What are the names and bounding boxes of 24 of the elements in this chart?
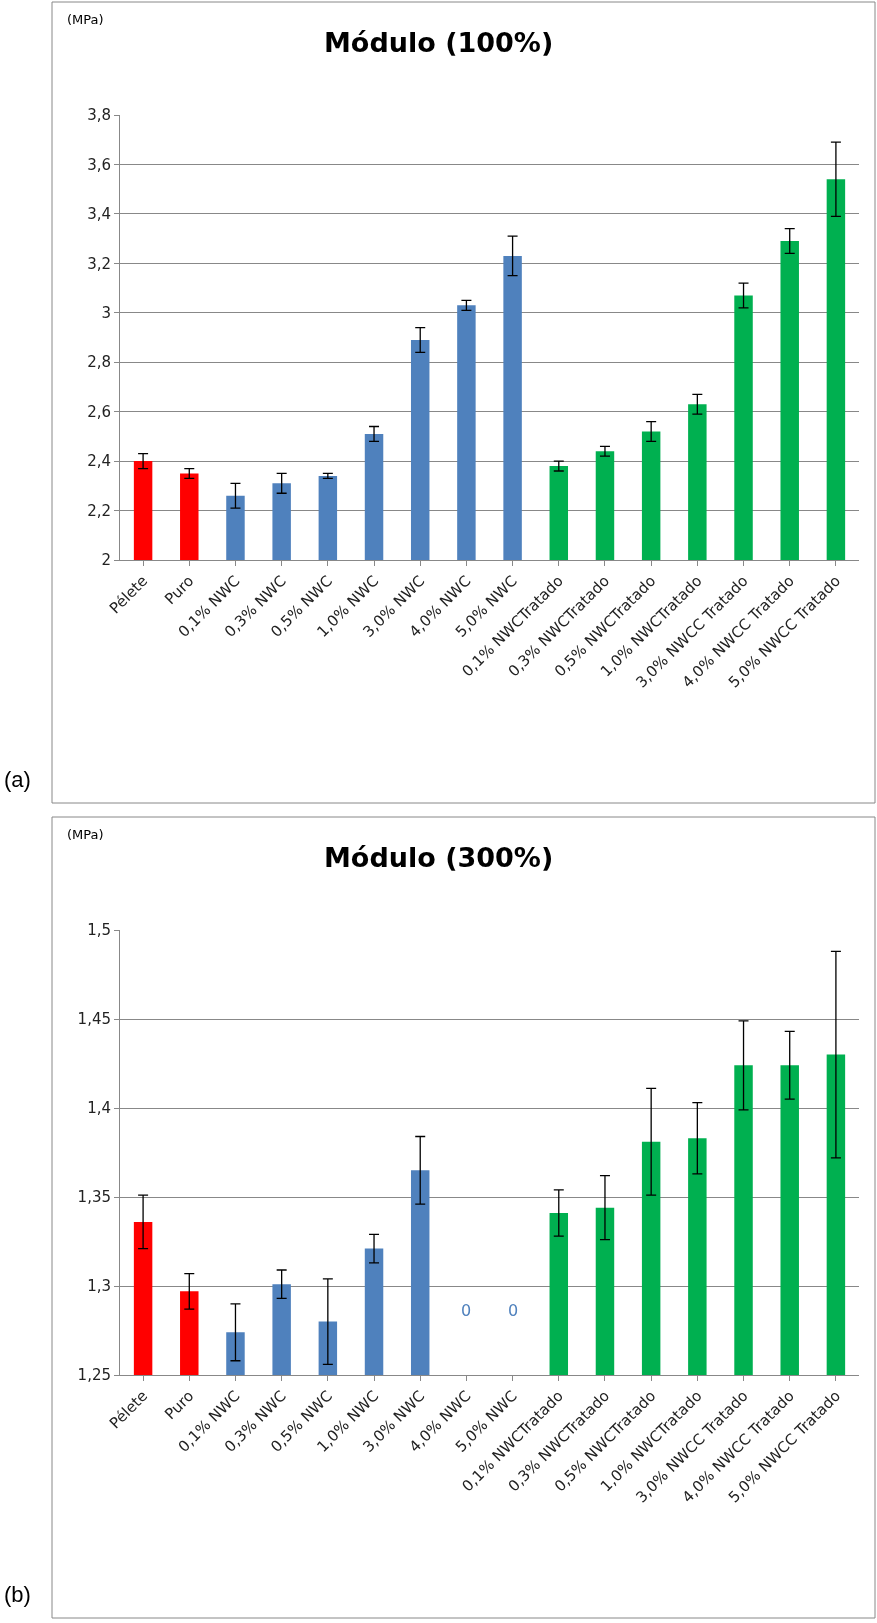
text: (b) bbox=[4, 1582, 31, 1607]
annotation: 0 bbox=[508, 1301, 519, 1320]
y-tick-label: 2,8 bbox=[87, 353, 111, 372]
annotation: 0 bbox=[461, 1301, 472, 1320]
y-tick-label: 1,25 bbox=[77, 1366, 111, 1385]
y-tick-label: 3,6 bbox=[87, 155, 111, 174]
y-tick-label: 2,2 bbox=[87, 501, 111, 520]
y-tick-label: 1,3 bbox=[87, 1277, 111, 1296]
y-tick-label: 1,5 bbox=[87, 921, 111, 940]
y-tick-label: 3 bbox=[101, 304, 111, 323]
text: (a) bbox=[4, 767, 31, 792]
y-tick-label: 3,4 bbox=[87, 205, 111, 224]
y-tick-label: 2,4 bbox=[87, 452, 111, 471]
y-axis-title: (MPa) bbox=[67, 827, 104, 842]
y-tick-label: 1,35 bbox=[77, 1188, 111, 1207]
chart-title: Módulo (100%) bbox=[324, 27, 554, 58]
y-tick-label: 2 bbox=[101, 551, 111, 570]
y-tick-label: 1,45 bbox=[77, 1010, 111, 1029]
y-tick-label: 1,4 bbox=[87, 1099, 111, 1118]
y-tick-label: 3,2 bbox=[87, 254, 111, 273]
chart-title: Módulo (300%) bbox=[324, 842, 554, 873]
y-tick-label: 2,6 bbox=[87, 402, 111, 421]
y-axis-title: (MPa) bbox=[67, 12, 104, 27]
y-tick-label: 3,8 bbox=[87, 106, 111, 125]
